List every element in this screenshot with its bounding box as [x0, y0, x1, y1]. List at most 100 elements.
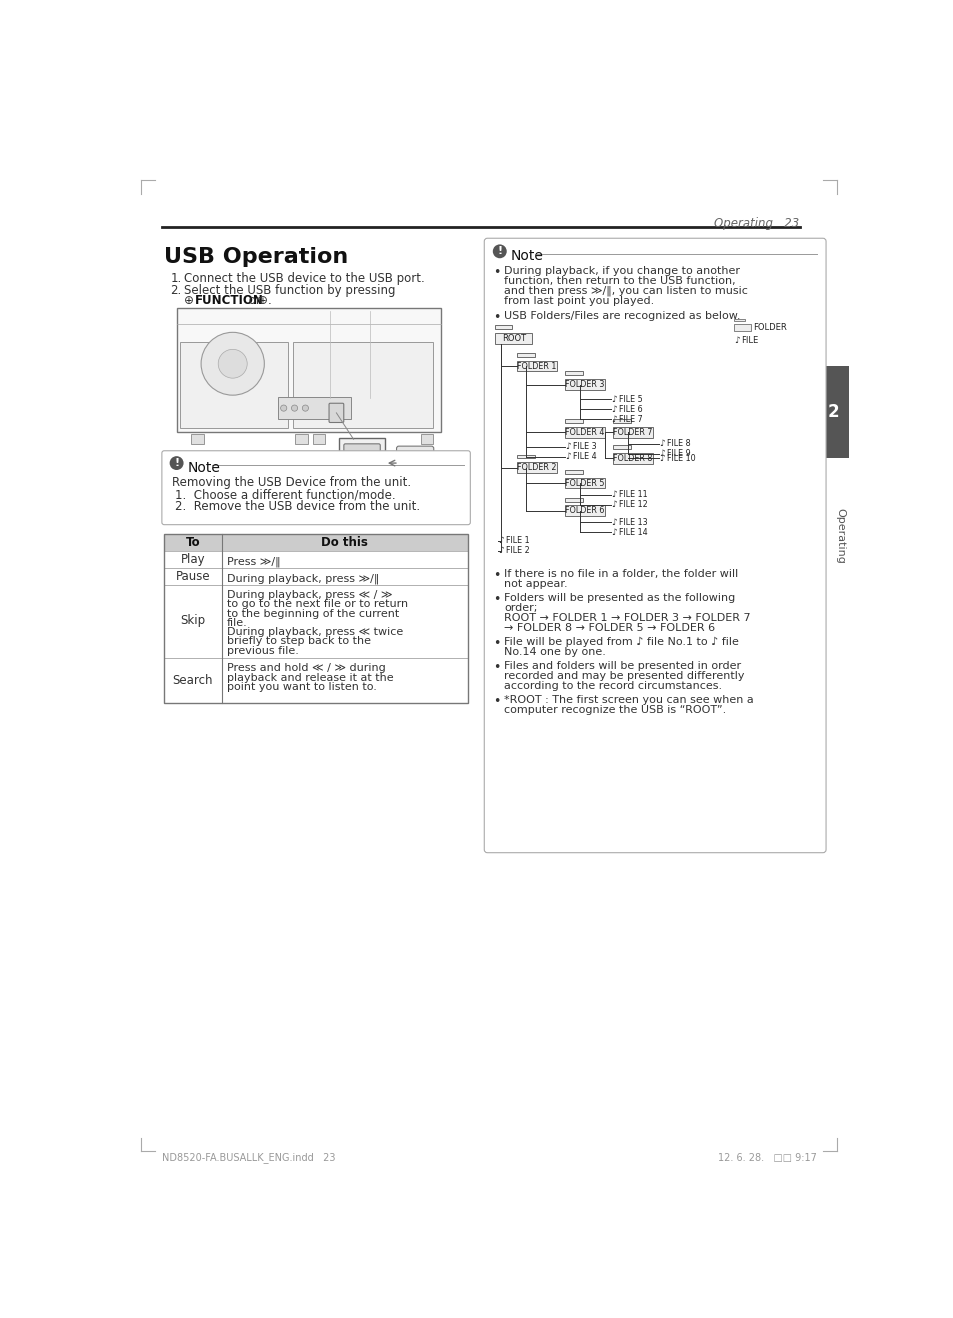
Text: During playback, press ≪ / ≫: During playback, press ≪ / ≫ — [227, 590, 392, 600]
Text: ♪: ♪ — [611, 394, 617, 403]
Text: FOLDER 4: FOLDER 4 — [565, 428, 604, 436]
Bar — [564, 498, 582, 502]
Bar — [517, 455, 535, 459]
Text: !: ! — [497, 246, 502, 256]
Bar — [612, 427, 653, 438]
Text: FOLDER: FOLDER — [753, 323, 786, 332]
Text: ROOT → FOLDER 1 → FOLDER 3 → FOLDER 7: ROOT → FOLDER 1 → FOLDER 3 → FOLDER 7 — [504, 613, 750, 623]
Text: order;: order; — [504, 604, 537, 613]
Text: ⊕: ⊕ — [257, 294, 268, 307]
Text: Note: Note — [187, 461, 220, 474]
Text: FOLDER 6: FOLDER 6 — [565, 506, 604, 515]
FancyBboxPatch shape — [162, 451, 470, 525]
Text: During playback, if you change to another: During playback, if you change to anothe… — [504, 266, 740, 275]
Text: Skip: Skip — [180, 614, 205, 627]
Text: function, then return to the USB function,: function, then return to the USB functio… — [504, 275, 736, 286]
Text: from last point you played.: from last point you played. — [504, 297, 654, 306]
FancyBboxPatch shape — [484, 239, 825, 853]
Text: ♪: ♪ — [564, 452, 570, 461]
Text: ♪: ♪ — [611, 529, 617, 536]
Bar — [564, 427, 604, 438]
Bar — [564, 477, 604, 489]
Bar — [164, 585, 468, 658]
Text: •: • — [493, 311, 500, 324]
Text: 12. 6. 28.   □□ 9:17: 12. 6. 28. □□ 9:17 — [717, 1153, 816, 1162]
Bar — [313, 434, 325, 444]
Text: .: . — [268, 294, 272, 307]
FancyBboxPatch shape — [329, 403, 343, 423]
Text: or: or — [245, 294, 264, 307]
Text: No.14 one by one.: No.14 one by one. — [504, 647, 606, 658]
Bar — [517, 361, 557, 372]
Text: Operating   23: Operating 23 — [714, 216, 799, 229]
Text: FILE 7: FILE 7 — [618, 415, 642, 423]
Bar — [517, 353, 535, 357]
Bar — [733, 319, 744, 322]
Text: Files and folders will be presented in order: Files and folders will be presented in o… — [504, 660, 740, 671]
Circle shape — [218, 349, 247, 378]
FancyBboxPatch shape — [339, 438, 384, 489]
Text: ROOT: ROOT — [501, 333, 525, 343]
Text: FOLDER 7: FOLDER 7 — [613, 428, 652, 436]
Bar — [277, 397, 351, 419]
Bar — [293, 343, 433, 428]
Text: •: • — [493, 569, 500, 583]
Text: ♪: ♪ — [733, 336, 739, 345]
Text: Do this: Do this — [321, 536, 368, 548]
Text: 2.  Remove the USB device from the unit.: 2. Remove the USB device from the unit. — [174, 500, 419, 513]
Bar — [819, 366, 847, 459]
Text: ♪: ♪ — [611, 490, 617, 500]
Circle shape — [201, 332, 264, 395]
Text: !: ! — [173, 459, 179, 468]
Text: computer recognize the USB is “ROOT”.: computer recognize the USB is “ROOT”. — [504, 705, 726, 714]
Text: FILE: FILE — [740, 336, 758, 345]
Text: Search: Search — [172, 673, 213, 687]
Circle shape — [280, 405, 287, 411]
Text: ♪: ♪ — [611, 405, 617, 414]
Text: 2.: 2. — [171, 283, 181, 297]
Text: USB Folders/Files are recognized as below.: USB Folders/Files are recognized as belo… — [504, 311, 740, 320]
FancyBboxPatch shape — [396, 445, 434, 480]
Bar — [495, 333, 532, 344]
Bar — [180, 343, 288, 428]
Circle shape — [493, 244, 506, 258]
Text: → FOLDER 8 → FOLDER 5 → FOLDER 6: → FOLDER 8 → FOLDER 5 → FOLDER 6 — [504, 623, 715, 633]
Text: FILE 8: FILE 8 — [666, 439, 690, 448]
Text: FOLDER 8: FOLDER 8 — [613, 453, 652, 463]
Text: •: • — [493, 695, 500, 708]
Text: FILE 13: FILE 13 — [618, 518, 647, 527]
Text: ♪: ♪ — [497, 536, 503, 546]
Circle shape — [170, 456, 183, 471]
Text: briefly to step back to the: briefly to step back to the — [227, 637, 371, 646]
FancyBboxPatch shape — [343, 444, 380, 482]
Text: FILE 3: FILE 3 — [572, 443, 596, 451]
Text: •: • — [493, 660, 500, 673]
Bar — [564, 505, 604, 517]
Text: FOLDER 2: FOLDER 2 — [517, 463, 557, 472]
Text: playback and release it at the: playback and release it at the — [227, 672, 394, 683]
Text: ♪: ♪ — [659, 453, 664, 463]
Text: ♪: ♪ — [611, 415, 617, 423]
Text: Play: Play — [180, 552, 205, 565]
Text: ♪: ♪ — [497, 547, 503, 555]
Text: ♪: ♪ — [659, 449, 664, 459]
Text: Removing the USB Device from the unit.: Removing the USB Device from the unit. — [172, 476, 411, 489]
Text: FILE 6: FILE 6 — [618, 405, 642, 414]
Bar — [564, 372, 582, 376]
Text: During playback, press ≪ twice: During playback, press ≪ twice — [227, 627, 403, 637]
Text: Press and hold ≪ / ≫ during: Press and hold ≪ / ≫ during — [227, 663, 385, 673]
Text: to the beginning of the current: to the beginning of the current — [227, 609, 398, 618]
Text: FILE 14: FILE 14 — [618, 529, 647, 536]
Bar — [164, 658, 468, 702]
Text: previous file.: previous file. — [227, 646, 298, 655]
Text: ND8520-FA.BUSALLK_ENG.indd   23: ND8520-FA.BUSALLK_ENG.indd 23 — [162, 1152, 335, 1162]
Bar — [495, 326, 512, 330]
Text: If there is no file in a folder, the folder will: If there is no file in a folder, the fol… — [504, 569, 738, 580]
Bar — [294, 434, 307, 444]
Text: USB Operation: USB Operation — [164, 246, 348, 266]
Bar — [612, 453, 653, 464]
Text: During playback, press ≫/‖: During playback, press ≫/‖ — [227, 573, 379, 584]
Text: FILE 12: FILE 12 — [618, 500, 647, 509]
Text: not appear.: not appear. — [504, 580, 567, 589]
Text: FOLDER 5: FOLDER 5 — [565, 478, 604, 488]
